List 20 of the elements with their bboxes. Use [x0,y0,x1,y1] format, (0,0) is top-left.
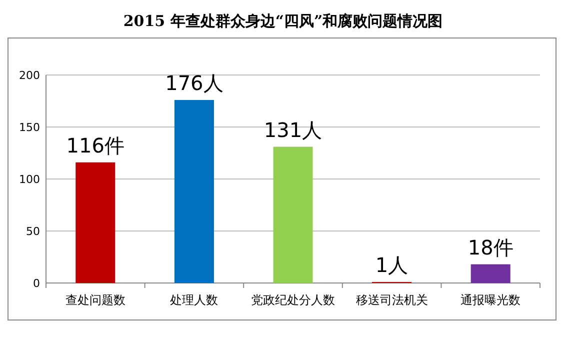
x-tick-label: 通报曝光数 [460,293,521,307]
x-tick-label: 移送司法机关 [356,293,428,307]
y-tick-label: 200 [19,69,40,82]
data-label: 18件 [468,235,514,260]
y-tick-label: 150 [19,121,40,134]
y-tick-label: 100 [19,173,40,186]
data-label: 131人 [264,118,322,142]
bar [470,264,510,283]
data-label: 1人 [375,252,408,277]
data-label: 176人 [165,70,224,95]
bar [174,100,214,283]
bar [76,162,116,283]
data-label: 116件 [66,133,124,158]
x-tick-label: 处理人数 [170,293,218,307]
y-tick-label: 0 [33,277,40,290]
x-tick-label: 党政纪处分人数 [251,293,335,307]
y-tick-label: 50 [26,225,40,238]
chart-title: 2015 年查处群众身边“四风”和腐败问题情况图 [123,12,443,30]
x-tick-label: 查处问题数 [65,293,126,307]
bar [273,146,313,283]
